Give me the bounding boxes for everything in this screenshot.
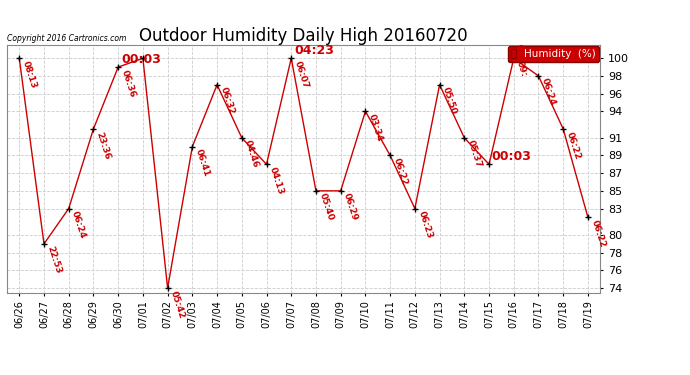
Text: 06:29: 06:29 bbox=[342, 192, 359, 222]
Text: 06:32: 06:32 bbox=[219, 86, 236, 116]
Text: 06:36: 06:36 bbox=[119, 69, 137, 98]
Text: 06:23: 06:23 bbox=[416, 210, 433, 240]
Text: 06:22: 06:22 bbox=[589, 219, 607, 249]
Text: 0: 0 bbox=[517, 44, 525, 57]
Title: Outdoor Humidity Daily High 20160720: Outdoor Humidity Daily High 20160720 bbox=[139, 27, 468, 45]
Text: 04:46: 04:46 bbox=[243, 139, 261, 170]
Text: 06:24: 06:24 bbox=[70, 210, 88, 240]
Text: 03:34: 03:34 bbox=[367, 112, 384, 143]
Text: 06:41: 06:41 bbox=[194, 148, 211, 178]
Text: 05:50: 05:50 bbox=[441, 86, 458, 116]
Text: 04:13: 04:13 bbox=[268, 166, 285, 196]
Legend: Humidity  (%): Humidity (%) bbox=[508, 46, 599, 62]
Text: 06:24: 06:24 bbox=[540, 77, 558, 107]
Text: 06:22: 06:22 bbox=[391, 157, 409, 187]
Text: 23:36: 23:36 bbox=[95, 130, 112, 160]
Text: 05:37: 05:37 bbox=[466, 139, 483, 169]
Text: 04:23: 04:23 bbox=[294, 44, 334, 57]
Text: Copyright 2016 Cartronics.com: Copyright 2016 Cartronics.com bbox=[7, 33, 126, 42]
Text: 08:13: 08:13 bbox=[21, 60, 38, 90]
Text: 00:03: 00:03 bbox=[492, 150, 532, 163]
Text: 06:22: 06:22 bbox=[564, 130, 582, 160]
Text: 05:42: 05:42 bbox=[169, 290, 186, 320]
Text: 05:40: 05:40 bbox=[317, 192, 335, 222]
Text: 22:53: 22:53 bbox=[46, 245, 63, 275]
Text: 09:: 09: bbox=[515, 60, 529, 78]
Text: 06:07: 06:07 bbox=[293, 60, 310, 90]
Text: 00:03: 00:03 bbox=[121, 53, 161, 66]
